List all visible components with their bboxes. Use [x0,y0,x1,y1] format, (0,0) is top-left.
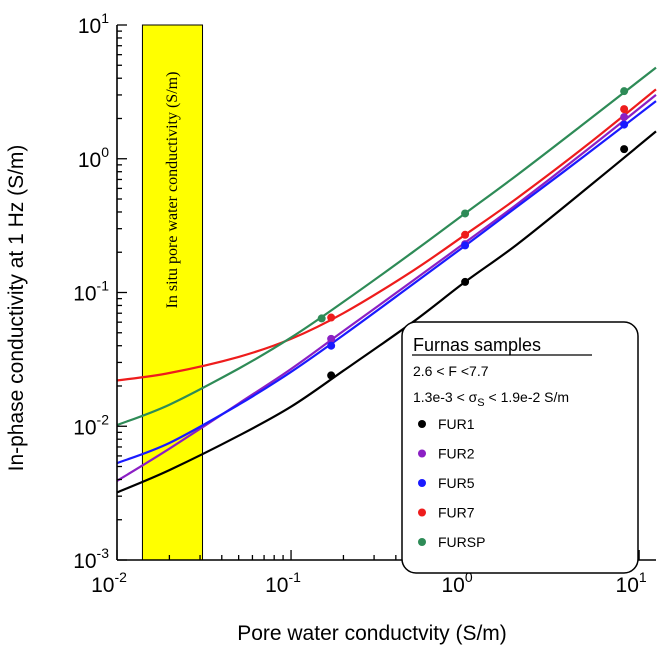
point-fur5 [461,241,470,250]
point-fur1 [620,145,629,154]
fit-curves [116,66,657,494]
legend-label-fur7: FUR7 [438,505,475,521]
y-tick-exponent: -1 [97,278,110,294]
x-tick-exponent: 0 [465,569,473,585]
point-fursp [620,87,629,96]
x-tick-base: 10 [442,574,465,597]
y-tick-exponent: -3 [97,545,110,561]
y-tick-base: 10 [78,15,101,38]
x-tick-exponent: 1 [639,569,647,585]
curve-fur7 [116,88,657,382]
point-fur5 [327,341,336,350]
point-fur2 [620,113,629,122]
x-tick-exponent: -2 [114,569,127,585]
y-tick-label: 10-1 [73,278,109,306]
legend-sigma-sub: S [477,397,484,409]
legend-label-fur1: FUR1 [438,416,475,432]
band-rect [141,24,204,561]
legend-marker-fur5 [418,479,426,487]
x-tick-label: 10-1 [265,569,301,597]
curve-fursp [116,66,657,427]
data-points [317,87,629,380]
point-fur7 [461,230,470,239]
y-tick-base: 10 [73,416,96,439]
legend-label-fursp: FURSP [438,534,485,550]
curve-fur5 [116,100,657,465]
x-tick-base: 10 [91,574,114,597]
legend-marker-fursp [418,538,426,546]
legend-title: Furnas samples [413,335,541,355]
legend-sigma-suffix: < 1.9e-2 S/m [485,389,569,405]
x-tick-base: 10 [265,574,288,597]
y-tick-label: 101 [78,10,109,38]
x-tick-label: 100 [442,569,473,597]
band-label: In situ pore water conductivity (S/m) [164,72,181,309]
y-tick-label: 10-2 [73,411,109,439]
y-tick-exponent: 1 [101,10,109,26]
legend-box [401,321,639,574]
point-fur1 [461,277,470,286]
legend-label-fur5: FUR5 [438,475,475,491]
point-fursp [461,209,470,218]
point-fur7 [327,313,336,322]
point-fur7 [620,105,629,114]
curve-fur1 [116,130,657,494]
x-tick-exponent: -1 [288,569,301,585]
legend-marker-fur7 [418,508,426,517]
point-fur5 [620,120,629,129]
x-axis-label: Pore water conductvity (S/m) [237,622,507,645]
point-fur2 [327,334,336,343]
legend-marker-fur1 [418,420,426,428]
x-tick-base: 10 [616,574,639,597]
legend-f-range: 2.6 < F <7.7 [413,363,489,379]
y-tick-base: 10 [78,149,101,172]
legend-entries: FUR1 FUR2 FUR5 FUR7 FURSP [418,416,485,550]
point-fur1 [327,371,336,380]
y-axis-label: In-phase conductivity at 1 Hz (S/m) [5,145,28,472]
y-tick-label: 10-3 [73,545,109,573]
x-tick-label: 10-2 [91,569,127,597]
point-fursp [317,314,326,323]
in-situ-band [141,24,204,561]
y-tick-label: 100 [78,144,109,172]
y-tick-exponent: -2 [97,411,110,427]
legend-label-fur2: FUR2 [438,446,475,462]
y-tick-base: 10 [73,283,96,306]
legend: Furnas samples 2.6 < F <7.7 1.3e-3 < σS … [401,321,639,574]
legend-sigma-prefix: 1.3e-3 < σ [413,389,478,405]
y-tick-exponent: 0 [101,144,109,160]
y-tick-base: 10 [73,550,96,573]
legend-marker-fur2 [418,449,426,458]
x-tick-label: 101 [616,569,647,597]
legend-sigma-range: 1.3e-3 < σS < 1.9e-2 S/m [413,389,569,409]
